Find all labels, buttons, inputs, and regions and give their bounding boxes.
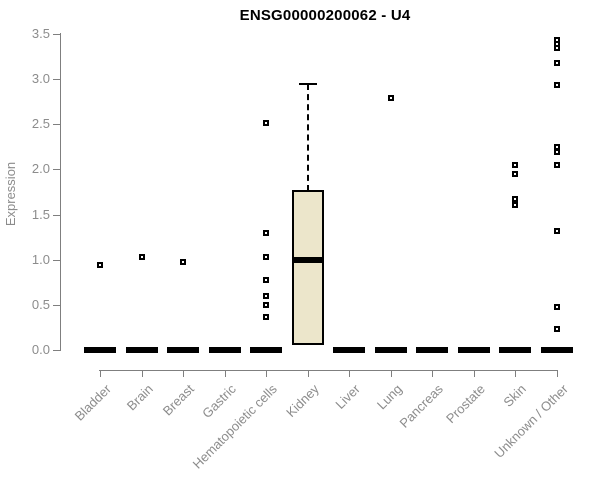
outlier-point xyxy=(512,196,518,202)
y-tick-label: 0.0 xyxy=(31,342,50,357)
y-axis-tick xyxy=(53,350,60,351)
outlier-point xyxy=(263,302,269,308)
outlier-point xyxy=(554,149,560,155)
y-tick-label: 3.5 xyxy=(31,26,50,41)
outlier-point xyxy=(554,82,560,88)
median-bar xyxy=(84,347,116,353)
outlier-point xyxy=(554,228,560,234)
whisker-cap xyxy=(299,83,317,85)
chart-title: ENSG00000200062 - U4 xyxy=(239,7,411,24)
box-iqr xyxy=(292,190,324,345)
y-axis-tick xyxy=(53,34,60,35)
outlier-point xyxy=(263,314,269,320)
outlier-point xyxy=(512,202,518,208)
median-bar xyxy=(333,347,365,353)
outlier-point xyxy=(512,162,518,168)
median-bar xyxy=(250,347,282,353)
outlier-point xyxy=(512,171,518,177)
outlier-point xyxy=(263,293,269,299)
y-axis-tick xyxy=(53,260,60,261)
x-axis-tick xyxy=(391,370,392,377)
y-axis-line xyxy=(60,33,61,351)
y-tick-label: 2.5 xyxy=(31,116,50,131)
x-axis-tick xyxy=(142,370,143,377)
median-bar xyxy=(499,347,531,353)
outlier-point xyxy=(97,262,103,268)
y-tick-label: 1.5 xyxy=(31,207,50,222)
x-axis-line xyxy=(99,370,558,371)
median-bar xyxy=(458,347,490,353)
outlier-point xyxy=(263,254,269,260)
median-bar xyxy=(167,347,199,353)
y-axis-tick xyxy=(53,124,60,125)
x-axis-tick xyxy=(515,370,516,377)
y-tick-label: 2.0 xyxy=(31,161,50,176)
y-tick-label: 3.0 xyxy=(31,71,50,86)
outlier-point xyxy=(554,304,560,310)
y-axis-label: Expression xyxy=(3,161,18,227)
median-bar xyxy=(416,347,448,353)
x-tick-label-unknown-other: Unknown / Other xyxy=(491,381,571,461)
x-axis-tick xyxy=(474,370,475,377)
median-bar xyxy=(209,347,241,353)
outlier-point xyxy=(554,60,560,66)
y-tick-label: 1.0 xyxy=(31,252,50,267)
x-axis-tick xyxy=(183,370,184,377)
outlier-point xyxy=(554,45,560,51)
median-bar xyxy=(292,257,324,263)
x-axis-tick xyxy=(557,370,558,377)
outlier-point xyxy=(263,277,269,283)
outlier-point xyxy=(388,95,394,101)
outlier-point xyxy=(180,259,186,265)
x-axis-tick xyxy=(100,370,101,377)
x-axis-tick xyxy=(308,370,309,377)
median-bar xyxy=(541,347,573,353)
outlier-point xyxy=(263,120,269,126)
y-axis-tick xyxy=(53,169,60,170)
outlier-point xyxy=(139,254,145,260)
y-tick-label: 0.5 xyxy=(31,297,50,312)
y-axis-tick xyxy=(53,305,60,306)
x-axis-tick xyxy=(225,370,226,377)
outlier-point xyxy=(554,326,560,332)
outlier-point xyxy=(263,230,269,236)
y-axis-tick xyxy=(53,215,60,216)
x-axis-tick xyxy=(349,370,350,377)
x-axis-tick xyxy=(432,370,433,377)
outlier-point xyxy=(554,162,560,168)
median-bar xyxy=(375,347,407,353)
upper-whisker xyxy=(307,84,309,191)
x-axis-tick xyxy=(266,370,267,377)
y-axis-tick xyxy=(53,79,60,80)
median-bar xyxy=(126,347,158,353)
